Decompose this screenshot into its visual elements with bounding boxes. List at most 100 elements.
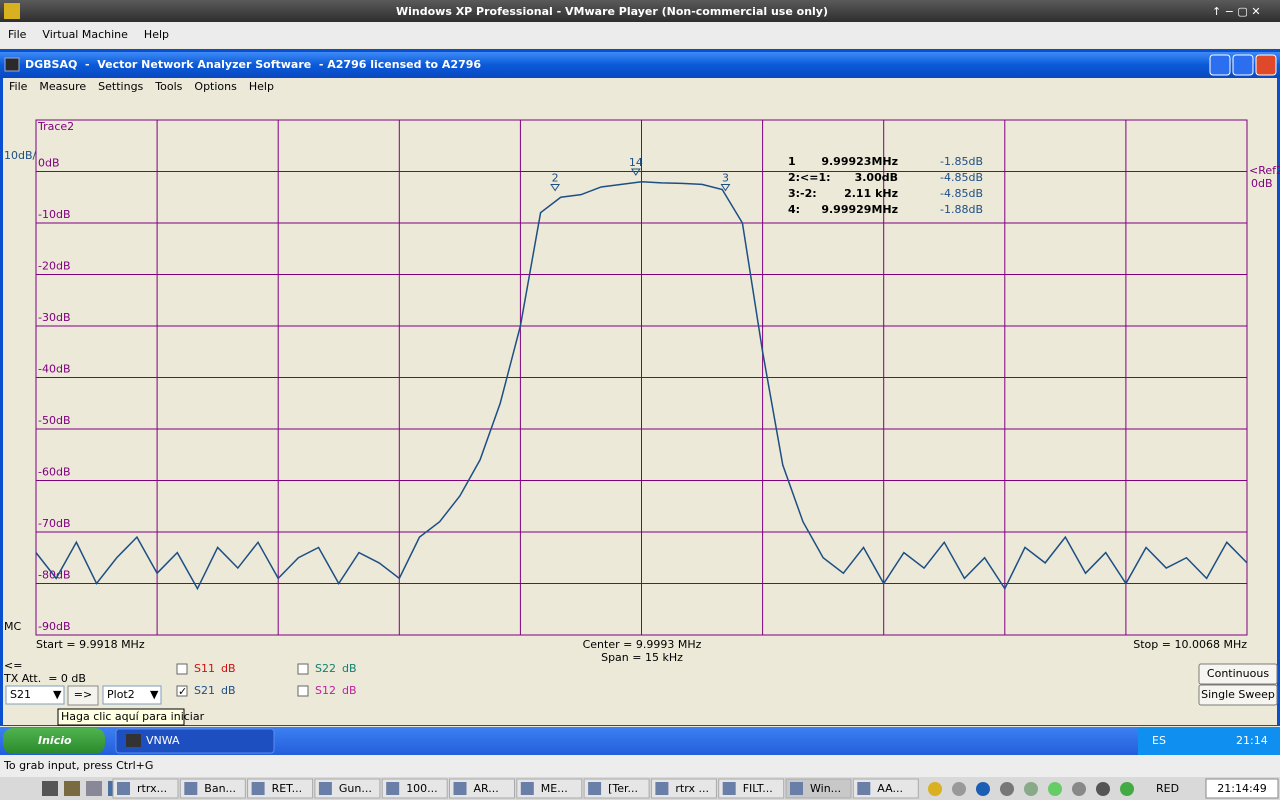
host-network: RED xyxy=(1156,782,1179,795)
stop-label: Stop = 10.0068 MHz xyxy=(1133,638,1247,651)
check-unit: dB xyxy=(342,662,357,675)
tray-icon[interactable] xyxy=(976,782,990,796)
y-tick-label: -30dB xyxy=(38,311,71,324)
tray-icon[interactable] xyxy=(1000,782,1014,796)
marker-label: 2 xyxy=(552,171,559,184)
y-tick-label: -90dB xyxy=(38,620,71,633)
host-task-icon xyxy=(857,782,870,795)
span-label: Span = 15 kHz xyxy=(601,651,683,664)
tray-icon[interactable] xyxy=(1120,782,1134,796)
host-task-label: 100... xyxy=(406,782,438,795)
host-task-label: FILT... xyxy=(743,782,773,795)
vm-menu-item[interactable]: Help xyxy=(144,28,169,41)
host-task-label: Ban... xyxy=(204,782,236,795)
vm-title: Windows XP Professional - VMware Player … xyxy=(396,5,828,18)
check-unit: dB xyxy=(221,684,236,697)
chart: 0dB-10dB-20dB-30dB-40dB-50dB-60dB-70dB-8… xyxy=(4,120,1280,664)
mode-label: MC xyxy=(4,620,21,633)
marker-table-cell: 9.99929MHz xyxy=(821,203,898,216)
host-status: To grab input, press Ctrl+G xyxy=(3,759,153,772)
host-task-label: AR... xyxy=(474,782,499,795)
y-tick-label: -20dB xyxy=(38,260,71,273)
host-task-label: ME... xyxy=(541,782,568,795)
back-label[interactable]: <= xyxy=(4,659,22,672)
host-task-label: AA... xyxy=(877,782,903,795)
tray-clock: 21:14 xyxy=(1236,734,1268,747)
checkbox[interactable] xyxy=(298,664,308,674)
close-button[interactable] xyxy=(1256,55,1276,75)
host-task-icon xyxy=(454,782,467,795)
marker-table-cell: 3:-2: xyxy=(788,187,817,200)
vm-menu-item[interactable]: File xyxy=(8,28,27,41)
vm-icon xyxy=(4,3,20,19)
marker-table-cell: 1 xyxy=(788,155,796,168)
host-task-label: rtrx... xyxy=(137,782,167,795)
app-menu-item[interactable]: Measure xyxy=(39,80,86,93)
marker-table-cell: -1.88dB xyxy=(940,203,983,216)
host-task-icon xyxy=(655,782,668,795)
maximize-button[interactable] xyxy=(1233,55,1253,75)
tray-icon[interactable] xyxy=(952,782,966,796)
dropdown-arrow: ▼ xyxy=(150,688,159,701)
arrow-label: => xyxy=(74,688,92,701)
marker-label: 3 xyxy=(722,171,729,184)
tray-icon[interactable] xyxy=(1096,782,1110,796)
app-menu-item[interactable]: Help xyxy=(249,80,274,93)
host-task-icon xyxy=(117,782,130,795)
host-task-icon xyxy=(521,782,534,795)
tray-icon[interactable] xyxy=(1048,782,1062,796)
tray-icon[interactable] xyxy=(1072,782,1086,796)
host-task-icon xyxy=(790,782,803,795)
check-label: S22 xyxy=(315,662,336,675)
tray-icon[interactable] xyxy=(928,782,942,796)
minimize-button[interactable] xyxy=(1210,55,1230,75)
host-task-label: [Ter... xyxy=(608,782,638,795)
host-task-label: Win... xyxy=(810,782,841,795)
app-icon xyxy=(5,58,19,71)
host-statusbar xyxy=(0,755,1280,777)
app-title: DGBSAQ - Vector Network Analyzer Softwar… xyxy=(25,58,481,71)
host-clock: 21:14:49 xyxy=(1217,782,1266,795)
y-tick-label: -50dB xyxy=(38,414,71,427)
app-menu-item[interactable]: Settings xyxy=(98,80,143,93)
task-icon xyxy=(126,734,141,747)
host-launcher-icon[interactable] xyxy=(42,781,58,796)
plot-select-value: Plot2 xyxy=(107,688,135,701)
check-label: S11 xyxy=(194,662,215,675)
vm-menu-item[interactable]: Virtual Machine xyxy=(42,28,128,41)
sweep-button-label: Continuous xyxy=(1207,667,1269,680)
trace-label: Trace2 xyxy=(37,120,74,133)
marker-table-cell: 3.00dB xyxy=(855,171,898,184)
checkbox[interactable] xyxy=(298,686,308,696)
start-label: Inicio xyxy=(38,734,72,747)
tx-att: TX Att. = 0 dB xyxy=(3,672,86,685)
y-tick-label: 0dB xyxy=(38,157,60,170)
app-menu-item[interactable]: Options xyxy=(194,80,237,93)
marker-table-cell: -1.85dB xyxy=(940,155,983,168)
host-task-icon xyxy=(252,782,265,795)
tray-lang: ES xyxy=(1152,734,1166,747)
vm-controls[interactable]: ↑ − ▢ ✕ xyxy=(1212,5,1261,18)
vm-menubar xyxy=(0,22,1280,48)
host-task-icon xyxy=(184,782,197,795)
checkbox[interactable] xyxy=(177,664,187,674)
check-unit: dB xyxy=(221,662,236,675)
app-menu: File Measure Settings Tools Options Help xyxy=(9,80,274,93)
start-label: Start = 9.9918 MHz xyxy=(36,638,145,651)
marker-table-cell: -4.85dB xyxy=(940,187,983,200)
tray-icon[interactable] xyxy=(1024,782,1038,796)
host-task-icon xyxy=(319,782,332,795)
param-select-value: S21 xyxy=(10,688,31,701)
dropdown-arrow: ▼ xyxy=(53,688,62,701)
app-menu-item[interactable]: Tools xyxy=(154,80,182,93)
app-menu-item[interactable]: File xyxy=(9,80,28,93)
host-task-label: rtrx ... xyxy=(675,782,709,795)
host-launcher-icon[interactable] xyxy=(86,781,102,796)
host-launcher-icon[interactable] xyxy=(64,781,80,796)
task-label: VNWA xyxy=(146,734,180,747)
y-tick-label: -60dB xyxy=(38,466,71,479)
scale-label: 10dB/ xyxy=(4,149,37,162)
marker-table-cell: 2:<=1: xyxy=(788,171,831,184)
